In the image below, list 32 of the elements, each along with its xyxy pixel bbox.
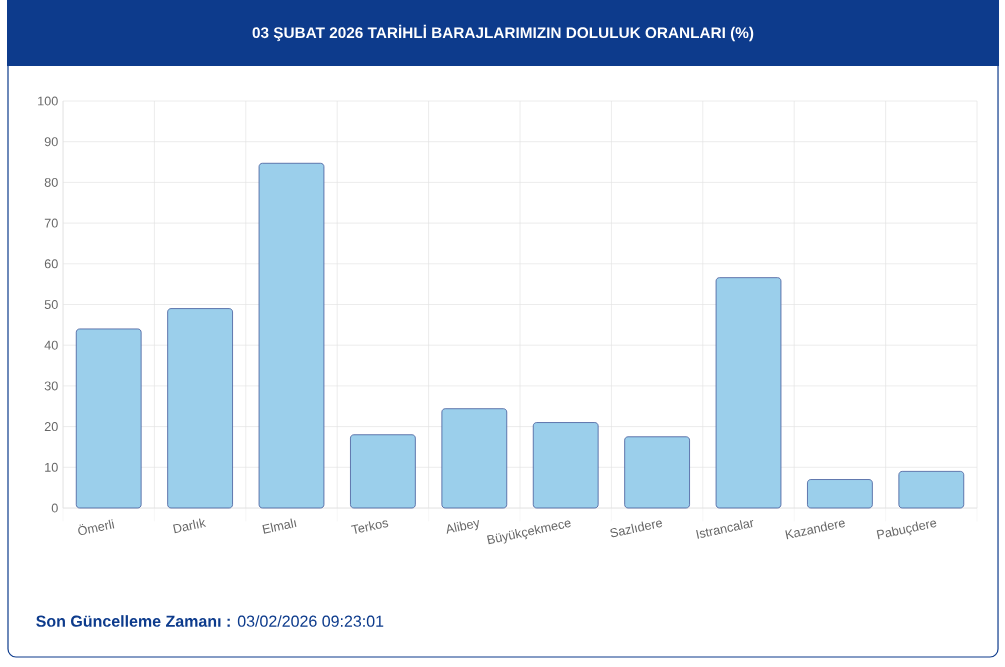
y-tick-label: 30 xyxy=(44,381,58,391)
y-tick-label: 60 xyxy=(44,259,58,269)
bar xyxy=(715,277,782,509)
y-tick-label: 0 xyxy=(51,503,58,513)
bar xyxy=(807,479,873,509)
bar xyxy=(441,408,508,509)
x-tick-label: Ömerli xyxy=(78,519,115,535)
bar xyxy=(532,422,599,509)
x-tick-label: Kazandere xyxy=(785,520,845,540)
x-tick-label: Alibey xyxy=(446,520,479,534)
bar xyxy=(258,162,325,509)
bar xyxy=(624,436,690,509)
y-tick-label: 50 xyxy=(44,300,58,309)
y-tick-label: 40 xyxy=(44,340,58,350)
bar xyxy=(350,434,416,509)
x-tick-label: Sazlıdere xyxy=(610,520,663,538)
x-tick-label: Pabuçdere xyxy=(876,520,937,540)
y-tick-label: 90 xyxy=(44,137,58,147)
chart-title: 03 ŞUBAT 2026 TARİHLİ BARAJLARIMIZIN DOLULUK ORANLARI (%) xyxy=(252,24,754,42)
y-tick-label: 80 xyxy=(44,177,58,187)
x-tick-label: Darlık xyxy=(173,518,207,534)
bar xyxy=(75,328,142,509)
bar xyxy=(167,308,233,509)
x-tick-label: Elmalı xyxy=(262,518,297,534)
text: Son Güncelleme Zamanı : 03/02/2026 09:23:01 xyxy=(36,615,384,627)
x-tick-label: Istrancalar xyxy=(696,520,754,539)
y-tick-label: 70 xyxy=(44,218,58,228)
bar xyxy=(898,470,965,509)
y-tick-label: 10 xyxy=(45,462,58,472)
x-tick-label: Terkos xyxy=(350,520,389,534)
y-tick-label: 20 xyxy=(44,422,58,432)
y-tick-label: 100 xyxy=(38,96,58,106)
